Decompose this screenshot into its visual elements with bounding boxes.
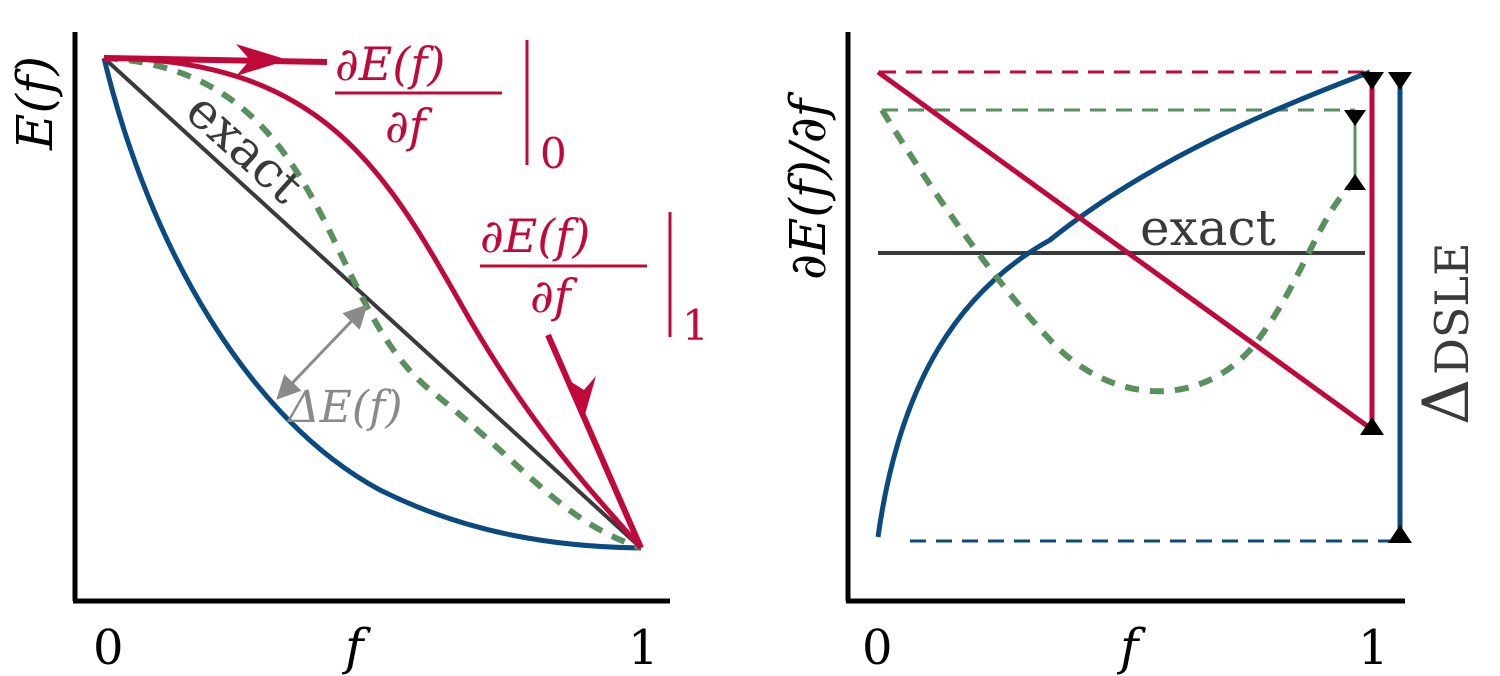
deriv1-denominator: ∂f (530, 269, 578, 323)
left-x-tick-0: 0 (93, 620, 124, 676)
right-blue-curve (875, 69, 1371, 538)
deriv1-numerator: ∂E(f) (480, 209, 590, 263)
blue-range-bottom-marker (1388, 525, 1412, 543)
red-range-top-marker (1360, 72, 1384, 90)
dsle-subscript: DSLE (1425, 242, 1479, 375)
deriv0-numerator: ∂E(f) (335, 37, 445, 91)
left-tangent-at-0-arrowhead (236, 44, 288, 76)
left-deriv0-label: ∂E(f) ∂f 0 (335, 37, 567, 178)
left-tangent-at-1 (545, 333, 644, 550)
dsle-delta-symbol: Δ (1410, 379, 1484, 425)
red-range-bottom-marker (1360, 417, 1384, 435)
right-panel: ∂E(f)/∂f 0 1 f exact Δ DSLE (779, 32, 1484, 676)
right-x-tick-0: 0 (862, 620, 893, 676)
left-blue-curve (101, 57, 642, 551)
left-x-label: f (341, 618, 371, 676)
left-panel: E(f) 0 1 f exact ∂E(f) ∂f 0 ∂E(f) (6, 32, 709, 676)
left-tangent-at-0 (103, 55, 328, 65)
left-y-label: E(f) (6, 56, 64, 151)
left-red-curve (103, 55, 643, 550)
green-range-top-marker (1344, 110, 1366, 126)
deriv1-subscript: 1 (682, 301, 709, 350)
right-x-tick-1: 1 (1358, 620, 1389, 676)
right-green-dashed-curve (879, 108, 1357, 395)
deriv0-denominator: ∂f (385, 99, 433, 153)
right-x-label: f (1116, 618, 1146, 676)
delta-e-double-arrow (276, 304, 368, 400)
blue-range-top-marker (1388, 72, 1412, 90)
green-range-bottom-marker (1344, 174, 1366, 190)
deriv0-subscript: 0 (540, 129, 567, 178)
dsle-label: Δ DSLE (1410, 242, 1484, 425)
left-exact-line (102, 56, 643, 550)
delta-e-label: ΔE(f) (286, 382, 403, 433)
left-x-tick-1: 1 (628, 620, 659, 676)
left-tangent-at-1-arrowhead (565, 376, 596, 418)
left-deriv1-label: ∂E(f) ∂f 1 (480, 209, 709, 350)
right-exact-label: exact (1140, 199, 1276, 257)
right-red-line (876, 69, 1372, 431)
right-y-label: ∂E(f)/∂f (779, 91, 837, 280)
